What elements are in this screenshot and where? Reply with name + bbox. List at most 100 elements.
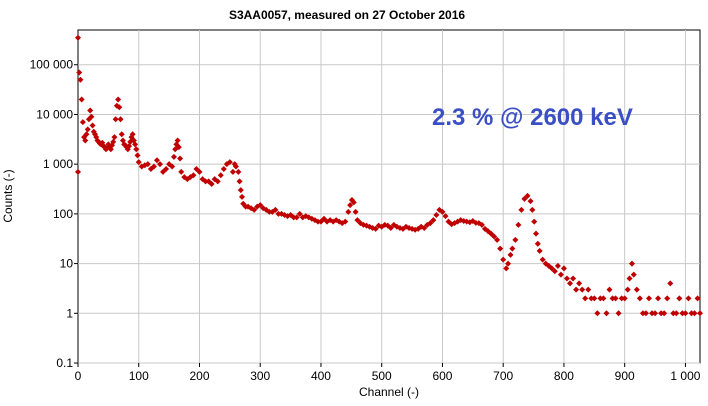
data-point [266,208,273,215]
y-tick-label: 0.1 [56,356,73,370]
data-point [628,260,635,267]
data-point [633,286,640,293]
data-point [78,96,85,103]
data-point [430,217,437,224]
data-point [505,260,512,267]
data-point [112,116,119,123]
data-point [83,131,90,138]
data-point [609,295,616,302]
data-point [524,192,531,199]
data-point [621,295,628,302]
data-point [117,116,124,123]
data-point [503,265,510,272]
data-point [208,180,215,187]
data-point [387,224,394,231]
data-point [573,286,580,293]
data-point [272,206,279,213]
data-point [352,208,359,215]
data-point [202,178,209,185]
data-point [478,221,485,228]
data-point [612,295,619,302]
data-point [110,138,117,145]
data-point [296,210,303,217]
data-point [534,240,541,247]
data-point [118,131,125,138]
data-point [217,172,224,179]
data-point [190,172,197,179]
data-series [75,34,703,317]
data-point [135,159,142,166]
data-point [624,286,631,293]
data-point [539,256,546,263]
data-point [75,34,81,41]
data-point [500,256,507,263]
data-point [88,113,95,120]
data-point [257,202,264,209]
x-tick-label: 900 [615,369,635,383]
data-point [673,310,680,317]
data-point [563,275,570,282]
data-point [615,310,622,317]
y-tick-label: 10 000 [36,107,73,121]
data-point [649,310,656,317]
data-point [603,310,610,317]
data-point [597,295,604,302]
data-point [163,165,170,172]
data-point [588,295,595,302]
y-tick-label: 100 [53,207,73,221]
data-point [655,295,662,302]
y-tick-label: 1 000 [43,157,73,171]
data-point [87,107,94,114]
data-point [293,214,300,221]
data-point [347,202,354,209]
data-point [290,214,297,221]
x-tick-label: 1 000 [670,369,700,383]
data-point [591,295,598,302]
data-point [82,137,89,144]
data-point [132,141,139,148]
data-point [174,137,181,144]
data-point [175,144,182,151]
data-point [636,295,643,302]
data-point [237,187,244,194]
data-point [77,76,84,83]
data-point [682,310,689,317]
data-point [235,168,242,175]
data-point [229,168,236,175]
data-point [679,310,686,317]
y-tick-label: 100 000 [30,58,74,72]
x-tick-label: 200 [189,369,209,383]
data-point [354,217,361,224]
data-point [345,208,352,215]
data-point [342,218,349,225]
data-point [196,168,203,175]
data-point [515,221,522,228]
data-point [688,310,695,317]
data-point [658,310,665,317]
data-point [639,310,646,317]
data-point [491,233,498,240]
data-point [512,236,519,243]
data-point [169,163,176,170]
data-point [557,271,564,278]
data-point [89,122,96,129]
data-point [531,218,538,225]
y-tick-label: 10 [60,257,74,271]
data-point [170,153,177,160]
y-axis-label: Counts (-) [1,169,15,222]
data-point [529,206,536,213]
data-point [115,96,122,103]
data-point [645,295,652,302]
data-point [518,206,525,213]
data-point [606,286,613,293]
data-point [551,268,558,275]
data-point [111,134,118,141]
data-point [582,295,589,302]
data-point [439,208,446,215]
data-point [314,218,321,225]
data-point [134,152,141,159]
x-tick-label: 0 [75,369,82,383]
data-point [79,119,86,126]
x-tick-label: 100 [129,369,149,383]
